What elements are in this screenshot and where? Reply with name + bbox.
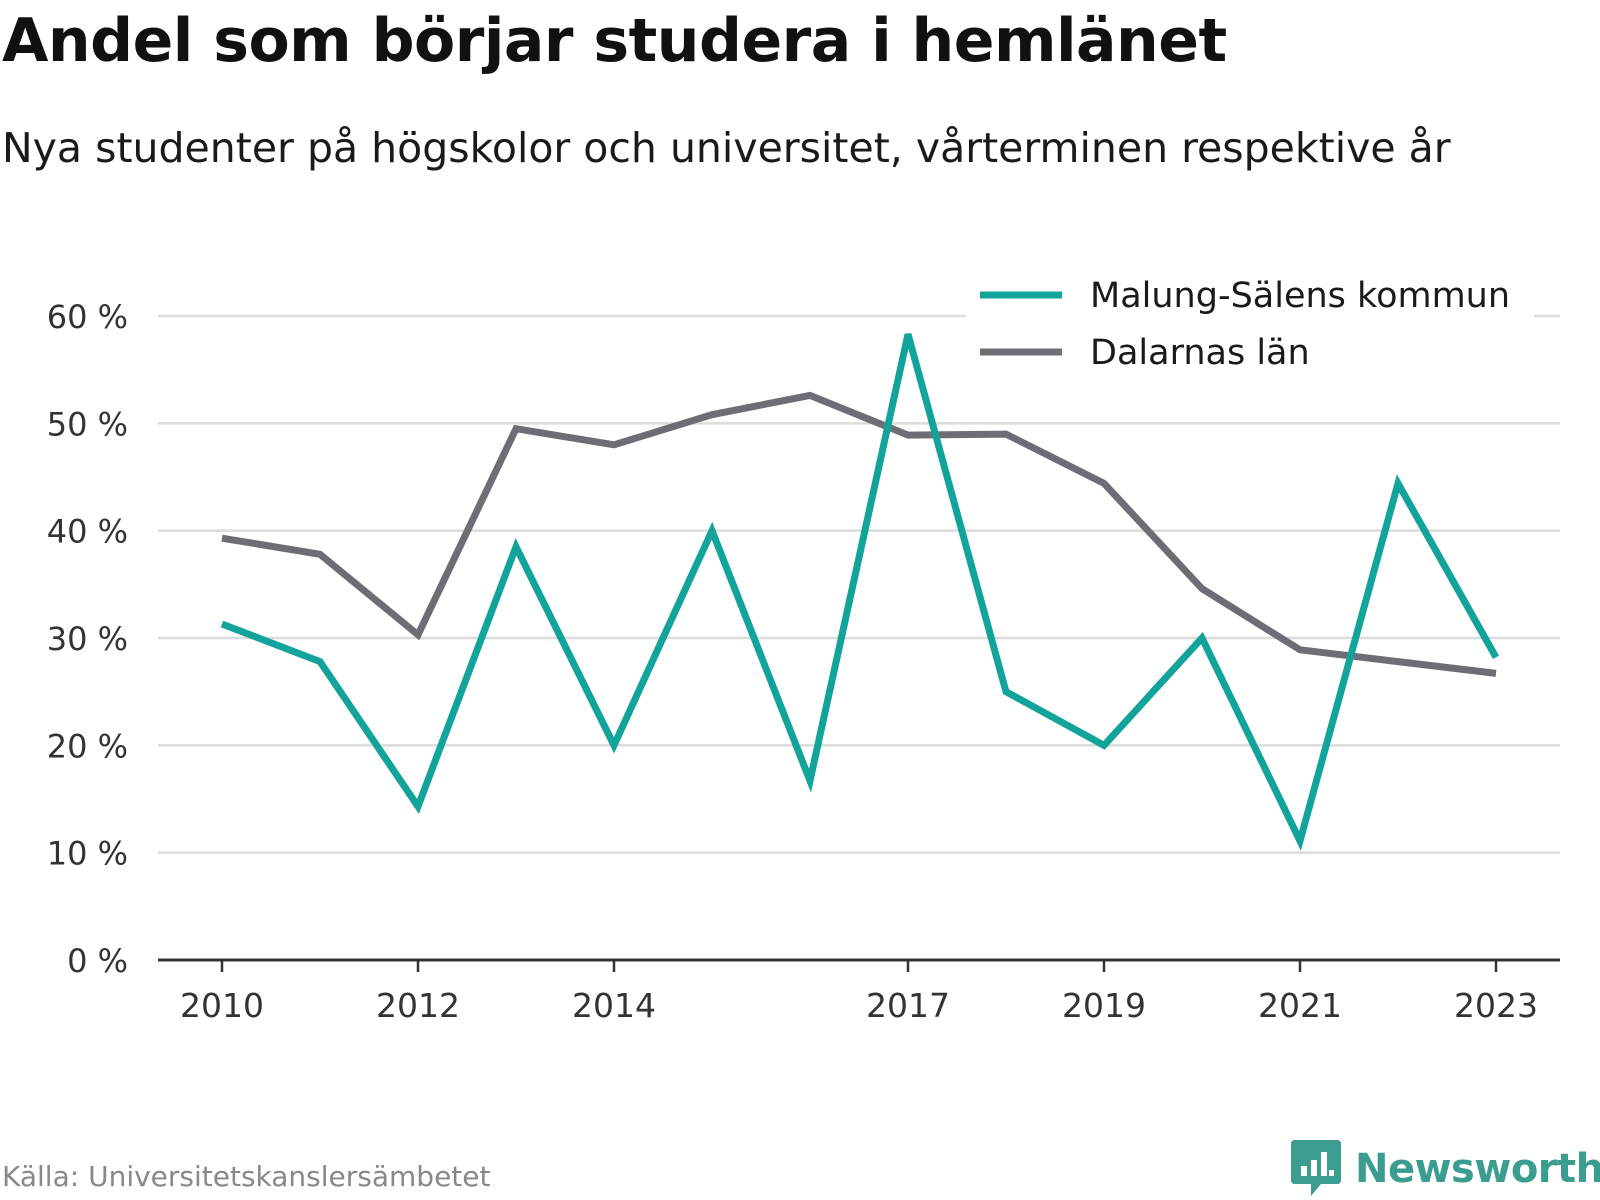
line-chart: 0 % 10 % 20 % 30 % 40 % 50 % 60 % 2010 2012 2014… <box>46 270 1560 1025</box>
y-tick-label: 50 % <box>47 405 128 443</box>
brand-logo: Newsworthy <box>1291 1140 1600 1198</box>
chart-title: Andel som börjar studera i hemlänet <box>2 6 1227 76</box>
legend-label: Dalarnas län <box>1090 333 1310 373</box>
x-tick-label: 2023 <box>1454 986 1538 1025</box>
x-tick-label: 2017 <box>866 986 950 1025</box>
x-tick-label: 2014 <box>572 986 656 1025</box>
y-tick-label: 40 % <box>47 513 128 551</box>
y-tick-label: 60 % <box>47 298 128 336</box>
series-line <box>221 391 1497 677</box>
y-tick-label: 30 % <box>47 620 128 658</box>
series-lines <box>220 333 1500 851</box>
x-tick-label: 2019 <box>1062 986 1146 1025</box>
legend: Malung-Sälens kommun Dalarnas län <box>966 270 1534 390</box>
y-tick-label: 0 % <box>67 942 128 980</box>
chart-subtitle: Nya studenter på högskolor och universit… <box>2 124 1451 172</box>
legend-label: Malung-Sälens kommun <box>1090 276 1510 316</box>
x-tick-label: 2021 <box>1258 986 1342 1025</box>
newsworthy-logo-icon <box>1291 1140 1341 1196</box>
y-axis-ticks: 0 % 10 % 20 % 30 % 40 % 50 % 60 % <box>47 298 128 980</box>
gridlines <box>158 314 1560 854</box>
legend-background <box>966 270 1534 390</box>
x-tick-label: 2010 <box>180 986 264 1025</box>
x-tick-label: 2012 <box>376 986 460 1025</box>
y-tick-label: 10 % <box>47 835 128 873</box>
brand-name: Newsworthy <box>1355 1146 1600 1192</box>
source-note: Källa: Universitetskanslersämbetet <box>2 1160 491 1193</box>
x-axis: 2010 2012 2014 2017 2019 2021 2023 <box>158 958 1560 1025</box>
series-line <box>220 333 1500 851</box>
y-tick-label: 20 % <box>47 727 128 765</box>
